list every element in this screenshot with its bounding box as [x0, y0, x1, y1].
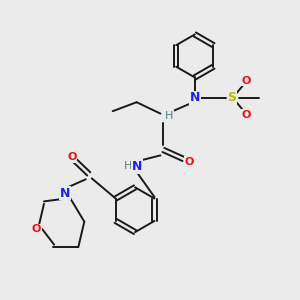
Text: H: H	[165, 111, 173, 121]
Text: O: O	[32, 224, 41, 234]
Text: O: O	[242, 110, 251, 120]
Text: S: S	[228, 91, 237, 104]
Text: H: H	[124, 161, 132, 171]
Text: N: N	[60, 187, 70, 200]
Text: O: O	[67, 152, 76, 163]
Text: N: N	[190, 91, 200, 104]
Text: O: O	[184, 157, 194, 167]
Text: N: N	[132, 160, 142, 173]
Text: O: O	[242, 76, 251, 86]
